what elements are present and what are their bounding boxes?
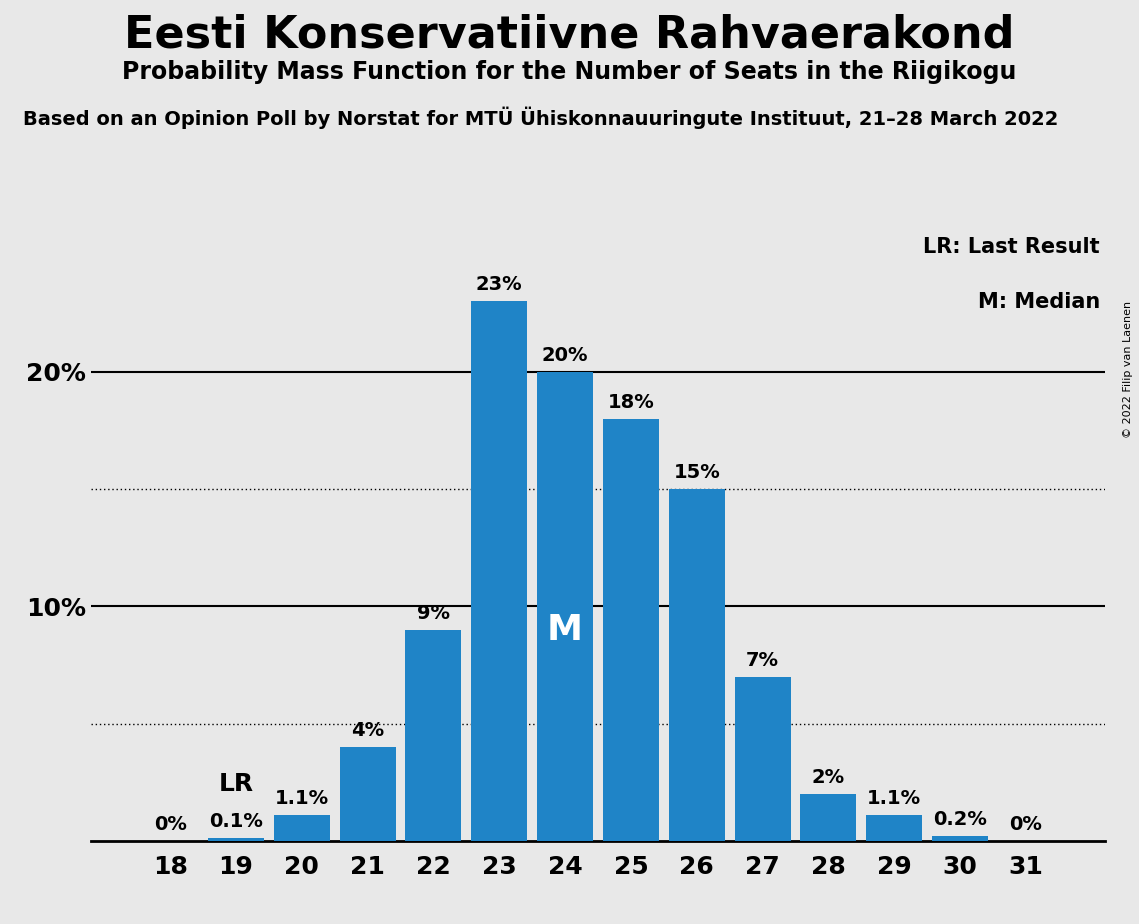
Text: Based on an Opinion Poll by Norstat for MTÜ Ühiskonnauuringute Instituut, 21–28 : Based on an Opinion Poll by Norstat for …	[23, 106, 1058, 128]
Text: 20%: 20%	[542, 346, 589, 365]
Text: 2%: 2%	[812, 768, 845, 787]
Text: 15%: 15%	[673, 463, 720, 482]
Text: 23%: 23%	[476, 275, 523, 295]
Bar	[405, 630, 461, 841]
Text: 1.1%: 1.1%	[274, 789, 329, 808]
Bar	[932, 836, 988, 841]
Bar	[472, 301, 527, 841]
Bar	[538, 371, 593, 841]
Text: 0.2%: 0.2%	[933, 810, 988, 829]
Text: 9%: 9%	[417, 603, 450, 623]
Text: 18%: 18%	[607, 393, 654, 411]
Bar	[867, 815, 923, 841]
Bar	[273, 815, 329, 841]
Text: 1.1%: 1.1%	[867, 789, 921, 808]
Bar	[339, 747, 395, 841]
Bar	[208, 838, 264, 841]
Bar	[669, 489, 724, 841]
Text: Eesti Konservatiivne Rahvaerakond: Eesti Konservatiivne Rahvaerakond	[124, 14, 1015, 57]
Text: LR: LR	[219, 772, 254, 796]
Text: 0%: 0%	[154, 815, 187, 833]
Bar	[735, 676, 790, 841]
Text: M: Median: M: Median	[977, 292, 1100, 312]
Bar	[603, 419, 658, 841]
Text: 7%: 7%	[746, 650, 779, 670]
Text: M: M	[547, 613, 583, 647]
Text: 0.1%: 0.1%	[208, 812, 263, 832]
Text: 4%: 4%	[351, 721, 384, 740]
Text: 0%: 0%	[1009, 815, 1042, 833]
Text: LR: Last Result: LR: Last Result	[923, 237, 1100, 257]
Text: Probability Mass Function for the Number of Seats in the Riigikogu: Probability Mass Function for the Number…	[122, 60, 1017, 84]
Bar	[801, 794, 857, 841]
Text: © 2022 Filip van Laenen: © 2022 Filip van Laenen	[1123, 301, 1133, 438]
